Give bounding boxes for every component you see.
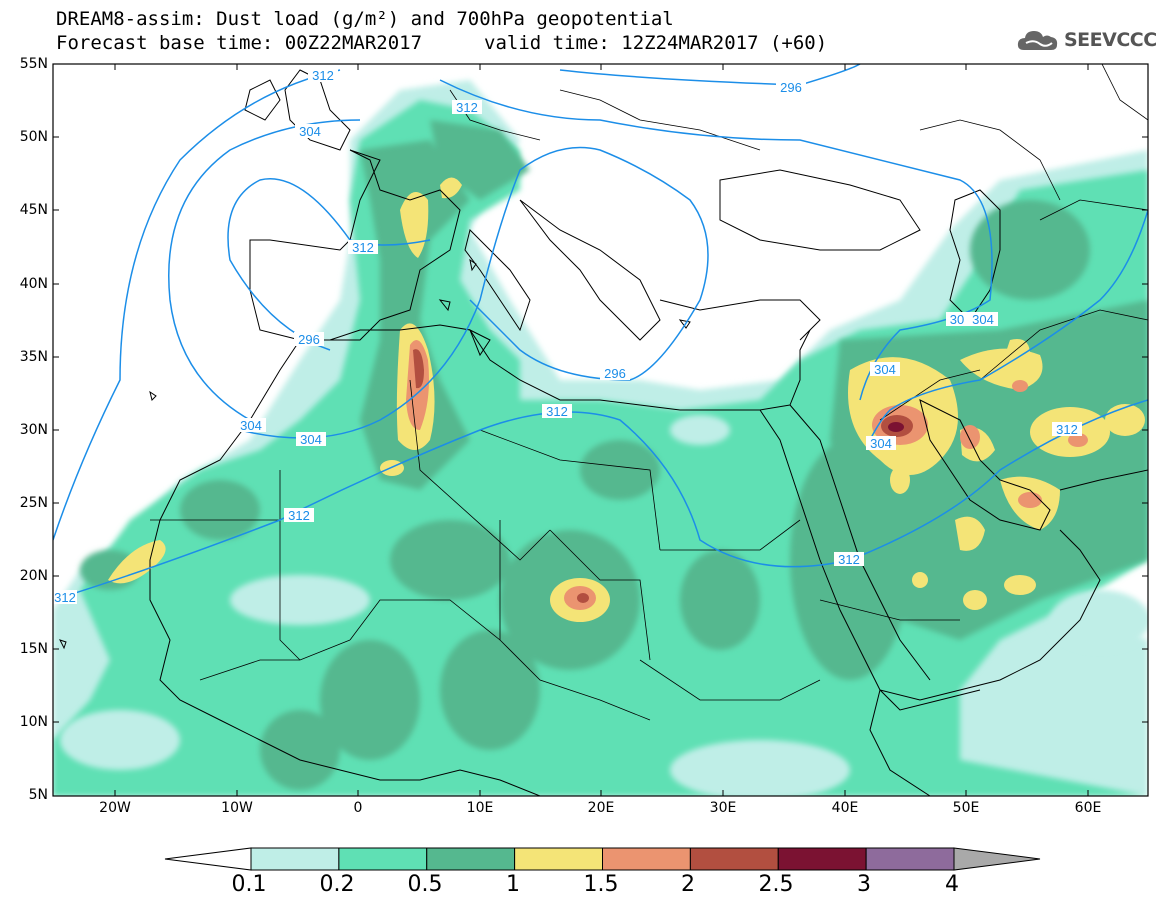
lon-label: 50E bbox=[952, 800, 980, 816]
contour-label: 304 bbox=[299, 124, 321, 139]
coastlines bbox=[59, 64, 1148, 796]
contour-label: 312 bbox=[546, 404, 568, 419]
contour-label: 312 bbox=[456, 100, 478, 115]
lon-label: 20W bbox=[99, 800, 131, 816]
colorbar-tick-label: 4 bbox=[945, 872, 959, 897]
lon-label: 30E bbox=[709, 800, 737, 816]
colorbar-tick-label: 1.5 bbox=[583, 872, 619, 897]
lat-label: 40N bbox=[19, 276, 48, 292]
colorbar-tick-label: 3 bbox=[857, 872, 871, 897]
lat-label: 15N bbox=[19, 641, 48, 657]
contour-label: 304 bbox=[874, 362, 896, 377]
map-title: DREAM8-assim: Dust load (g/m²) and 700hP… bbox=[56, 8, 674, 30]
contour-label: 296 bbox=[298, 332, 320, 347]
forecast-base-time: Forecast base time: 00Z22MAR2017 bbox=[56, 32, 423, 54]
colorbar-tick-label: 0.2 bbox=[319, 872, 355, 897]
lat-label: 25N bbox=[19, 495, 48, 511]
contour-label: 304 bbox=[240, 418, 262, 433]
colorbar-tick-label: 1 bbox=[506, 872, 520, 897]
contour-label: 30 bbox=[950, 312, 964, 327]
lat-label: 55N bbox=[19, 56, 48, 72]
lat-label: 10N bbox=[19, 714, 48, 730]
colorbar-tick-label: 2.5 bbox=[758, 872, 794, 897]
colorbar-box bbox=[426, 847, 516, 871]
colorbar bbox=[164, 847, 1041, 871]
colorbar-box bbox=[514, 847, 603, 871]
contour-label: 312 bbox=[1056, 422, 1078, 437]
lon-label: 10E bbox=[466, 800, 494, 816]
lon-label: 60E bbox=[1074, 800, 1102, 816]
seevccc-logo: SEEVCCC bbox=[1016, 26, 1157, 54]
lat-label: 5N bbox=[28, 787, 48, 803]
dust-layer-2.5 bbox=[888, 422, 904, 432]
contour-label: 312 bbox=[838, 552, 860, 567]
colorbar-box bbox=[689, 847, 779, 871]
cloud-icon bbox=[1017, 31, 1058, 50]
lon-label: 10W bbox=[221, 800, 253, 816]
dust-layer-2 bbox=[413, 349, 913, 603]
contour-label: 304 bbox=[870, 436, 892, 451]
colorbar-low-triangle bbox=[164, 847, 252, 871]
contour-label: 312 bbox=[54, 590, 76, 605]
contour-labels: 312 304 312 296 304 304 312 312 312 312 … bbox=[53, 68, 1082, 605]
lat-label: 30N bbox=[19, 422, 48, 438]
colorbar-box bbox=[602, 847, 691, 871]
colorbar-tick-label: 0.1 bbox=[231, 872, 267, 897]
lon-label: 40E bbox=[831, 800, 859, 816]
valid-time: valid time: 12Z24MAR2017 (+60) bbox=[484, 32, 828, 54]
colorbar-tick-label: 2 bbox=[681, 872, 695, 897]
colorbar-box bbox=[777, 847, 867, 871]
contour-label: 312 bbox=[312, 68, 334, 83]
lat-label: 45N bbox=[19, 202, 48, 218]
contour-label: 312 bbox=[288, 508, 310, 523]
colorbar-tick-label: 0.5 bbox=[407, 872, 443, 897]
colorbar-high-triangle bbox=[953, 847, 1041, 871]
contour-label: 296 bbox=[604, 366, 626, 381]
axis-ticks bbox=[53, 63, 1148, 796]
contour-label: 296 bbox=[780, 80, 802, 95]
contour-label: 304 bbox=[972, 312, 994, 327]
colorbar-box bbox=[250, 847, 340, 871]
colorbar-box bbox=[338, 847, 428, 871]
contour-label: 304 bbox=[300, 432, 322, 447]
lat-label: 35N bbox=[19, 349, 48, 365]
lat-label: 50N bbox=[19, 129, 48, 145]
logo-text: SEEVCCC bbox=[1064, 29, 1157, 51]
lat-label: 20N bbox=[19, 568, 48, 584]
contour-label: 312 bbox=[352, 240, 374, 255]
colorbar-box bbox=[865, 847, 955, 871]
dust-gaps bbox=[60, 415, 1148, 796]
geopotential-contours bbox=[53, 64, 1148, 601]
lon-label: 0 bbox=[353, 800, 363, 816]
lon-label: 20E bbox=[587, 800, 615, 816]
